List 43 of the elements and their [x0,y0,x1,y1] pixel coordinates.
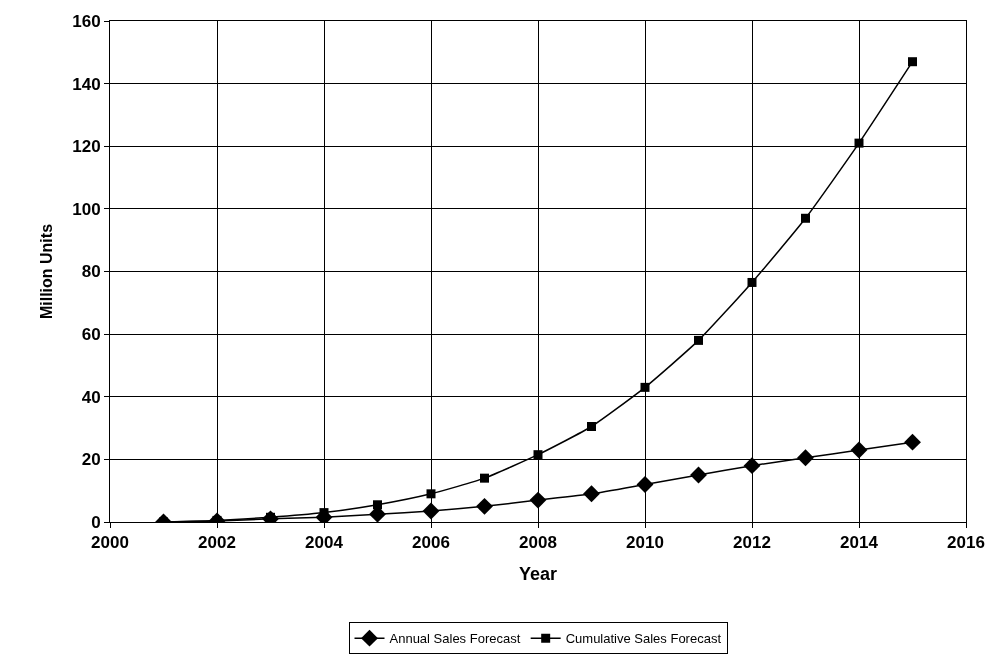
legend-label: Annual Sales Forecast [389,631,521,647]
point [587,422,596,431]
y-tick-label: 120 [72,137,101,157]
point [747,277,757,287]
y-tick-label: 0 [91,512,101,532]
x-axis-title: Year [518,563,558,584]
x-tick-label: 2012 [733,533,771,553]
y-axis-title: Million Units [38,223,56,320]
x-tick-label: 2008 [519,533,557,553]
y-tick-label: 140 [72,74,101,94]
point [640,382,650,392]
y-tick-label: 20 [81,450,101,470]
y-tick-label: 100 [72,199,101,219]
point [904,433,921,451]
x-tick-label: 2006 [412,533,450,553]
point [373,500,382,510]
point [690,466,707,484]
point [694,335,703,345]
point [743,457,761,475]
y-tick-label: 40 [81,387,101,407]
point [908,57,917,67]
point [801,213,810,223]
point [529,491,547,509]
x-tick-label: 2010 [626,533,664,553]
point [636,475,654,493]
legend-label: Cumulative Sales Forecast [565,631,722,647]
y-tick-label: 60 [81,325,101,345]
x-tick-label: 2014 [840,533,879,553]
x-tick-label: 2004 [305,533,344,553]
point [797,449,814,467]
point [854,138,864,148]
x-tick-label: 2002 [198,533,236,553]
point [583,485,600,503]
point [422,502,440,520]
point [476,497,493,515]
x-tick-label: 2016 [947,533,985,553]
point [426,489,436,499]
y-tick-label: 160 [72,11,101,31]
y-tick-label: 80 [81,262,101,282]
point [533,450,543,460]
point [480,473,489,483]
point [850,441,868,459]
x-tick-label: 2000 [91,533,129,553]
